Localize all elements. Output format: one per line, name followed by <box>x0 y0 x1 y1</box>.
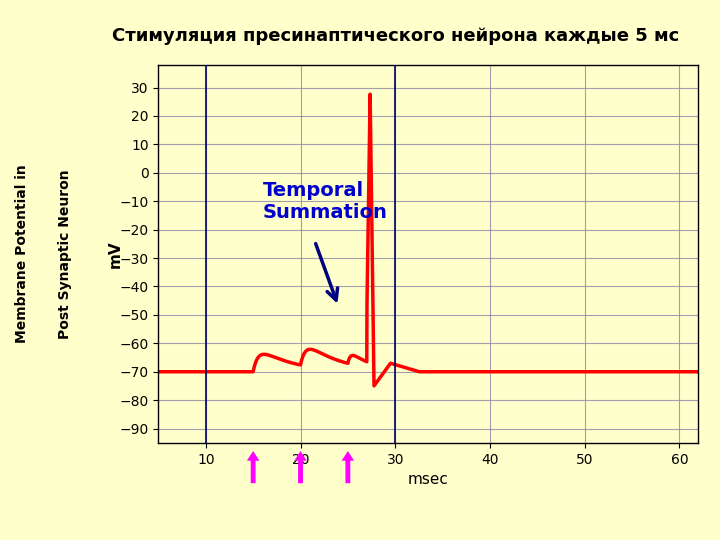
Text: Стимуляция пресинаптического нейрона каждые 5 мс: Стимуляция пресинаптического нейрона каж… <box>112 27 680 45</box>
Text: Membrane Potential in: Membrane Potential in <box>14 164 29 343</box>
Text: Post Synaptic Neuron: Post Synaptic Neuron <box>58 169 72 339</box>
X-axis label: msec: msec <box>408 472 449 487</box>
Text: Temporal
Summation: Temporal Summation <box>263 181 387 222</box>
Text: mV: mV <box>108 240 122 268</box>
